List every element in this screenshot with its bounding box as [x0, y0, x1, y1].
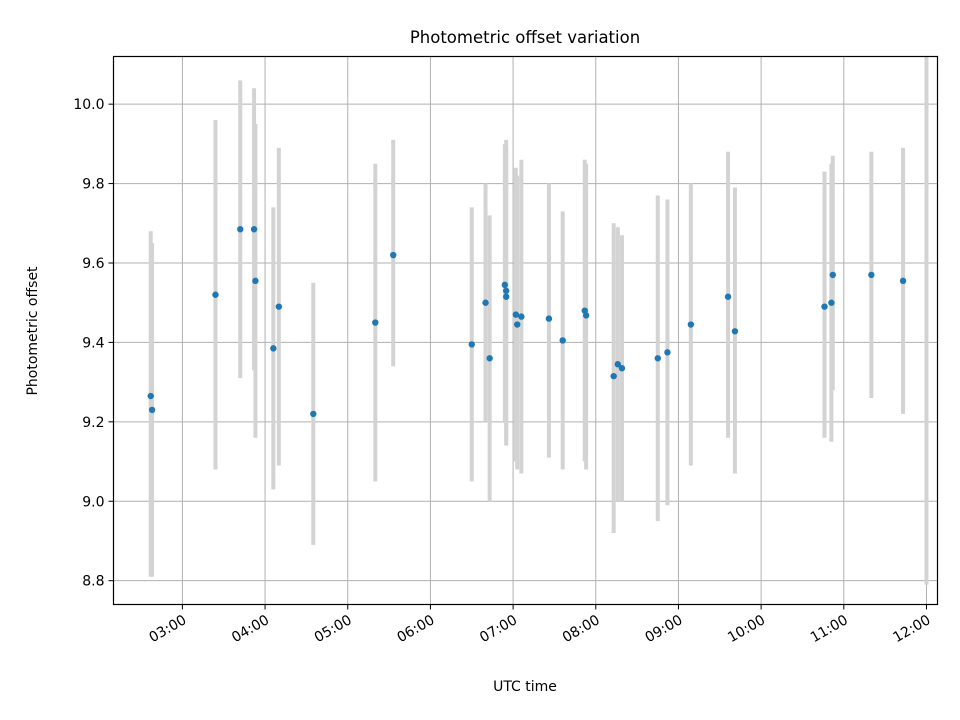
- data-point: [148, 406, 156, 414]
- plot-frame: [112, 55, 939, 606]
- data-point: [687, 321, 695, 328]
- y-tick-label: 8.8: [82, 574, 104, 590]
- y-tick-label: 9.2: [82, 415, 104, 431]
- data-point: [610, 372, 617, 380]
- data-point: [310, 410, 317, 418]
- data-point: [212, 291, 219, 298]
- data-point: [618, 365, 626, 372]
- data-point: [731, 328, 739, 335]
- data-point: [468, 341, 475, 348]
- data-point: [270, 345, 277, 352]
- y-tick-label: 9.0: [82, 494, 104, 510]
- data-point: [503, 287, 510, 294]
- data-point: [821, 303, 828, 310]
- data-point: [724, 293, 732, 300]
- data-point: [899, 277, 907, 285]
- data-point: [390, 251, 397, 259]
- data-point: [250, 226, 258, 233]
- data-point: [372, 319, 379, 326]
- chart-title: Photometric offset variation: [410, 28, 640, 47]
- y-axis-label: Photometric offset: [25, 266, 41, 396]
- data-point: [486, 355, 493, 362]
- y-axis: 8.8 9.0 9.2 9.4 9.6 9.8 10.0: [73, 97, 114, 590]
- y-tick-label: 9.4: [82, 335, 104, 351]
- x-axis-label: UTC time: [493, 679, 557, 695]
- data-point: [501, 281, 509, 289]
- data-point: [828, 299, 835, 306]
- data-point: [518, 313, 525, 320]
- data-points: [147, 226, 907, 418]
- data-point: [559, 337, 566, 344]
- data-point: [654, 355, 661, 362]
- data-point: [514, 321, 521, 328]
- data-point: [482, 299, 489, 306]
- data-point: [582, 312, 590, 319]
- data-point: [868, 271, 875, 279]
- y-tick-label: 10.0: [73, 97, 104, 113]
- data-point: [503, 293, 510, 300]
- y-tick-label: 9.8: [82, 177, 104, 193]
- data-point: [614, 361, 622, 368]
- y-tick-label: 9.6: [82, 256, 104, 272]
- data-point: [252, 277, 259, 285]
- data-point: [512, 311, 520, 318]
- data-point: [147, 392, 154, 400]
- data-point: [545, 315, 553, 322]
- data-point: [237, 226, 244, 233]
- grid: [113, 56, 938, 605]
- data-point: [275, 303, 283, 310]
- data-point: [829, 271, 836, 279]
- data-point: [664, 349, 671, 356]
